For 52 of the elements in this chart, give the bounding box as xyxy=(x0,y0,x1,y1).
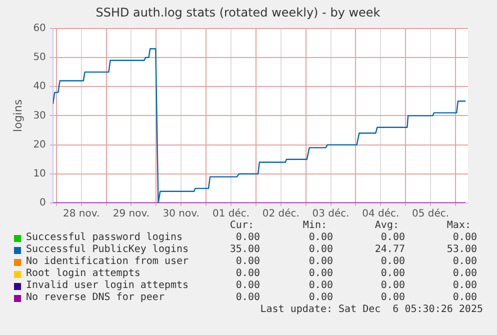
text: 0.00 xyxy=(380,232,405,244)
x-tick-label: 28 nov. xyxy=(62,208,100,220)
text: 0.00 xyxy=(236,292,260,304)
chart-title: SSHD auth.log stats (rotated weekly) - by week xyxy=(96,5,380,20)
y-tick-label: 0 xyxy=(40,198,46,209)
text: 0.00 xyxy=(452,280,477,292)
text: 0.00 xyxy=(236,232,260,244)
text: 0.00 xyxy=(452,232,477,244)
legend-label: Successful PublicKey logins xyxy=(26,244,189,256)
text: 0.00 xyxy=(380,292,405,304)
legend-label: No reverse DNS for peer xyxy=(26,292,164,304)
text: 0.00 xyxy=(308,292,333,304)
text: 0.00 xyxy=(308,232,333,244)
text: 53.00 xyxy=(446,244,477,256)
text: Max: xyxy=(446,220,471,232)
text: 0.00 xyxy=(452,292,477,304)
x-tick-label: 05 déc. xyxy=(412,208,450,220)
text: 0.00 xyxy=(452,256,477,268)
text: Last update: Sat Dec 6 05:30:26 2025 xyxy=(260,304,483,316)
text: 0.00 xyxy=(236,268,260,280)
text: 0.00 xyxy=(308,256,333,268)
text: 35.00 xyxy=(230,244,260,256)
legend-label: Invalid user login attepmts xyxy=(26,280,189,292)
legend-label: Successful password logins xyxy=(26,232,183,244)
x-tick-label: 30 nov. xyxy=(162,208,200,220)
y-tick-label: 50 xyxy=(33,52,46,64)
text: 0.00 xyxy=(380,280,405,292)
text: 0.00 xyxy=(380,268,405,280)
legend-label: No identification from user xyxy=(26,256,189,268)
y-tick-label: 20 xyxy=(33,139,46,150)
y-tick-label: 60 xyxy=(33,22,46,34)
text: 0.00 xyxy=(380,256,405,268)
text: 0.00 xyxy=(452,268,477,280)
text: 24.77 xyxy=(374,244,405,256)
text: Avg: xyxy=(374,220,399,232)
legend-label: Root login attempts xyxy=(26,268,140,280)
y-tick-label: 30 xyxy=(33,110,46,122)
text: 0.00 xyxy=(308,268,333,280)
text: Min: xyxy=(302,220,327,232)
text: 0.00 xyxy=(236,256,260,268)
y-tick-label: 10 xyxy=(33,168,46,180)
text: 0.00 xyxy=(236,280,260,292)
text: Cur: xyxy=(230,220,254,232)
x-tick-label: 03 déc. xyxy=(312,208,350,220)
text: 0.00 xyxy=(308,244,333,256)
x-tick-label: 04 déc. xyxy=(362,208,400,220)
x-tick-label: 02 déc. xyxy=(262,208,300,220)
y-axis-title: logins xyxy=(11,99,24,132)
x-tick-label: 29 nov. xyxy=(112,208,150,220)
text: 0.00 xyxy=(308,280,333,292)
y-tick-label: 40 xyxy=(33,81,46,92)
x-tick-label: 01 déc. xyxy=(212,208,250,220)
